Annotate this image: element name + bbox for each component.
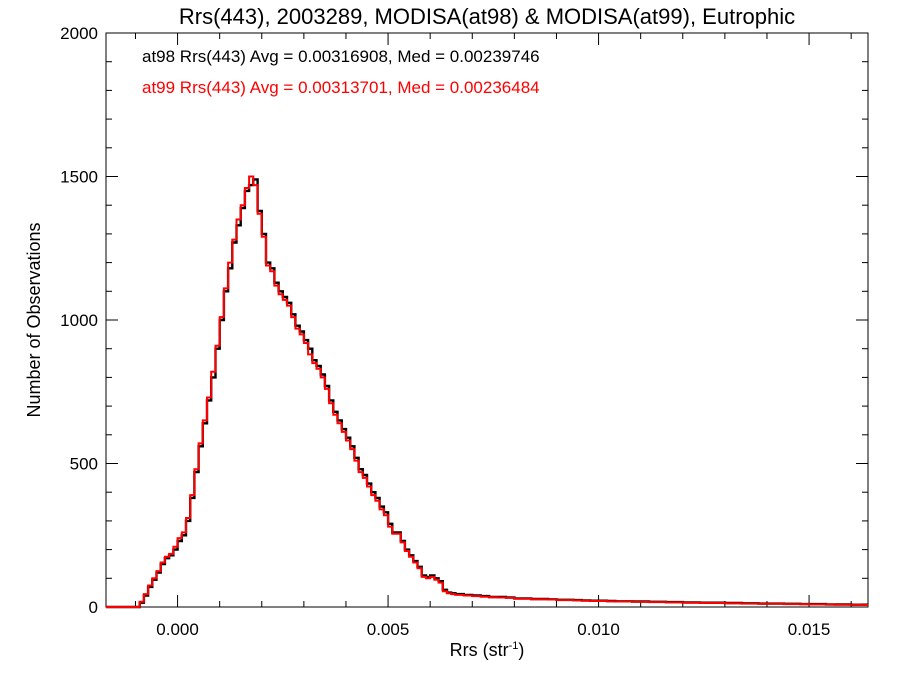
series-layer [106,175,868,609]
x-axis-label-suffix: ) [518,640,524,660]
y-tick-label: 500 [70,455,98,474]
x-tick-label: 0.000 [156,620,199,639]
series-line-at98 [106,178,868,609]
y-tick-label: 1500 [60,168,98,187]
x-axis-label: Rrs (str-1) [450,640,525,660]
y-tick-label: 1000 [60,311,98,330]
x-tick-label: 0.010 [577,620,620,639]
x-axis-label-sup: -1 [509,640,519,652]
x-tick-label: 0.015 [788,620,831,639]
legend-entry-at99: at99 Rrs(443) Avg = 0.00313701, Med = 0.… [142,78,540,97]
x-tick-label: 0.005 [367,620,410,639]
y-axis-label: Number of Observations [24,222,44,417]
axis-ticks: 0.000 0.005 0.010 0.015 0 500 1000 1500 2000 [60,24,868,639]
legend-entry-at98: at98 Rrs(443) Avg = 0.00316908, Med = 0.… [142,47,540,66]
series-line-at99 [106,175,868,608]
x-axis-label-text: Rrs (str [450,640,509,660]
y-tick-label: 2000 [60,24,98,43]
chart-title: Rrs(443), 2003289, MODISA(at98) & MODISA… [179,4,795,29]
y-tick-label: 0 [89,598,98,617]
